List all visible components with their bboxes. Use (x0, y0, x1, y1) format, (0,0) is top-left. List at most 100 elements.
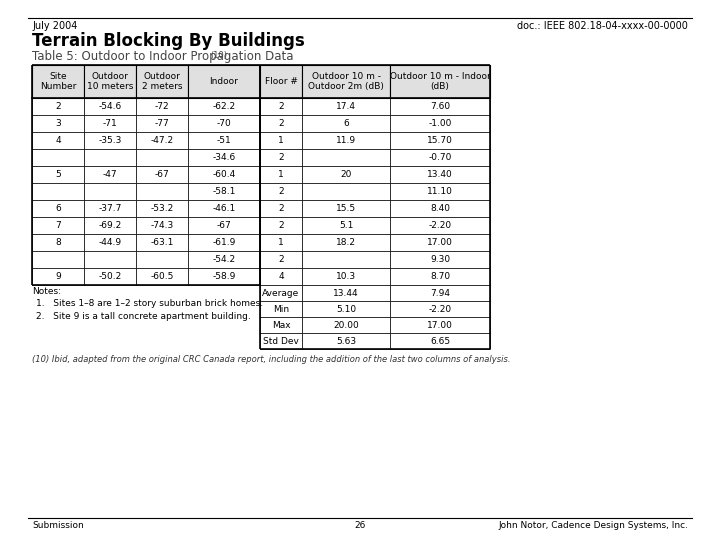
Text: 2.   Site 9 is a tall concrete apartment building.: 2. Site 9 is a tall concrete apartment b… (36, 312, 251, 321)
Bar (260, 200, 302, 217)
Text: Table 5: Outdoor to Indoor Propagation Data: Table 5: Outdoor to Indoor Propagation D… (32, 50, 294, 63)
Text: 1.   Sites 1–8 are 1–2 story suburban brick homes.: 1. Sites 1–8 are 1–2 story suburban bric… (36, 299, 263, 308)
Bar (188, 166, 260, 183)
Text: 1: 1 (278, 238, 284, 247)
Text: Terrain Blocking By Buildings: Terrain Blocking By Buildings (32, 32, 305, 50)
Text: -74.3: -74.3 (150, 221, 174, 230)
Text: 1: 1 (278, 170, 284, 179)
Bar (136, 65, 188, 98)
Bar (260, 98, 302, 115)
Text: 15.70: 15.70 (427, 136, 453, 145)
Bar (136, 268, 188, 285)
Text: -47.2: -47.2 (150, 136, 174, 145)
Text: -63.1: -63.1 (150, 238, 174, 247)
Text: Outdoor 10 m -
Outdoor 2m (dB): Outdoor 10 m - Outdoor 2m (dB) (308, 72, 384, 91)
Bar (390, 217, 490, 234)
Bar (136, 217, 188, 234)
Bar (32, 251, 84, 268)
Text: -70: -70 (217, 119, 231, 128)
Text: 2: 2 (278, 204, 284, 213)
Bar (136, 132, 188, 149)
Bar (136, 251, 188, 268)
Bar (32, 217, 84, 234)
Text: 8: 8 (55, 238, 61, 247)
Bar (84, 166, 136, 183)
Bar (84, 234, 136, 251)
Bar (84, 65, 136, 98)
Text: -69.2: -69.2 (99, 221, 122, 230)
Bar (302, 301, 390, 317)
Bar (390, 166, 490, 183)
Bar (302, 200, 390, 217)
Text: 2: 2 (278, 153, 284, 162)
Text: 2: 2 (278, 187, 284, 196)
Text: -67: -67 (217, 221, 231, 230)
Text: -34.6: -34.6 (212, 153, 235, 162)
Text: 5.1: 5.1 (339, 221, 354, 230)
Bar (188, 149, 260, 166)
Bar (302, 166, 390, 183)
Bar (390, 98, 490, 115)
Text: -71: -71 (103, 119, 117, 128)
Text: -54.2: -54.2 (212, 255, 235, 264)
Bar (84, 183, 136, 200)
Text: 7.94: 7.94 (430, 288, 450, 298)
Bar (32, 149, 84, 166)
Text: 3: 3 (55, 119, 61, 128)
Text: 6: 6 (55, 204, 61, 213)
Bar (390, 268, 490, 285)
Bar (260, 132, 302, 149)
Text: -58.9: -58.9 (212, 272, 235, 281)
Text: 13.44: 13.44 (333, 288, 359, 298)
Text: 17.00: 17.00 (427, 321, 453, 329)
Bar (188, 65, 260, 98)
Text: -44.9: -44.9 (99, 238, 122, 247)
Bar (188, 98, 260, 115)
Bar (136, 98, 188, 115)
Bar (302, 65, 390, 98)
Text: 6.65: 6.65 (430, 336, 450, 346)
Text: July 2004: July 2004 (32, 21, 77, 31)
Text: -77: -77 (155, 119, 169, 128)
Bar (302, 217, 390, 234)
Bar (260, 285, 302, 301)
Text: 18.2: 18.2 (336, 238, 356, 247)
Bar (302, 333, 390, 349)
Text: 5: 5 (55, 170, 61, 179)
Text: (10) Ibid, adapted from the original CRC Canada report, including the addition o: (10) Ibid, adapted from the original CRC… (32, 355, 510, 364)
Text: -58.1: -58.1 (212, 187, 235, 196)
Text: Site
Number: Site Number (40, 72, 76, 91)
Bar (32, 234, 84, 251)
Text: -61.9: -61.9 (212, 238, 235, 247)
Bar (260, 333, 302, 349)
Bar (84, 200, 136, 217)
Text: -60.4: -60.4 (212, 170, 235, 179)
Bar (390, 115, 490, 132)
Text: 11.9: 11.9 (336, 136, 356, 145)
Text: 17.4: 17.4 (336, 102, 356, 111)
Bar (302, 149, 390, 166)
Text: Outdoor
10 meters: Outdoor 10 meters (87, 72, 133, 91)
Bar (302, 132, 390, 149)
Bar (302, 285, 390, 301)
Text: 2: 2 (278, 102, 284, 111)
Bar (260, 166, 302, 183)
Bar (84, 115, 136, 132)
Bar (188, 268, 260, 285)
Text: -51: -51 (217, 136, 231, 145)
Text: Outdoor
2 meters: Outdoor 2 meters (142, 72, 182, 91)
Text: Floor #: Floor # (264, 77, 297, 86)
Bar (188, 234, 260, 251)
Text: Max: Max (271, 321, 290, 329)
Text: 2: 2 (278, 119, 284, 128)
Text: -2.20: -2.20 (428, 305, 451, 314)
Bar (84, 149, 136, 166)
Text: John Notor, Cadence Design Systems, Inc.: John Notor, Cadence Design Systems, Inc. (498, 521, 688, 530)
Text: 11.10: 11.10 (427, 187, 453, 196)
Text: -47: -47 (103, 170, 117, 179)
Text: -2.20: -2.20 (428, 221, 451, 230)
Text: -54.6: -54.6 (99, 102, 122, 111)
Bar (390, 234, 490, 251)
Text: 5.10: 5.10 (336, 305, 356, 314)
Text: Submission: Submission (32, 521, 84, 530)
